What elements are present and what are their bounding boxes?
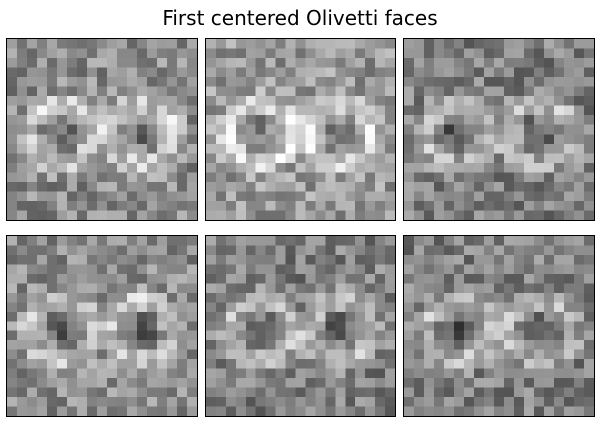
face-image-5 — [205, 235, 396, 417]
face-canvas-6 — [404, 236, 594, 416]
face-image-4 — [6, 235, 198, 417]
face-canvas-1 — [7, 39, 197, 220]
figure-title: First centered Olivetti faces — [162, 6, 438, 30]
face-image-3 — [403, 38, 595, 221]
face-image-2 — [205, 38, 396, 221]
face-canvas-3 — [404, 39, 594, 220]
face-canvas-5 — [206, 236, 395, 416]
face-canvas-4 — [7, 236, 197, 416]
face-image-6 — [403, 235, 595, 417]
face-image-1 — [6, 38, 198, 221]
face-canvas-2 — [206, 39, 395, 220]
